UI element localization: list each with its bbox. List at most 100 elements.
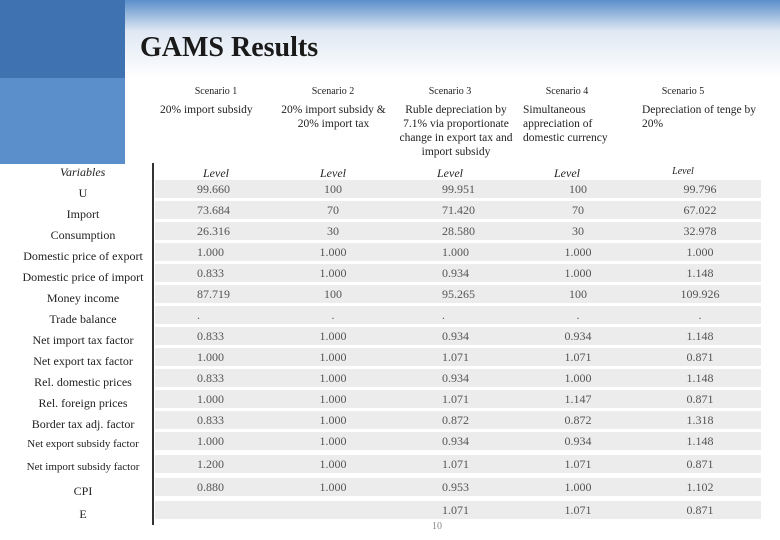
corner-block [0,0,125,78]
cell-value: 73.684 [197,203,230,217]
cell-value: 1.102 [686,480,714,494]
cell-value: 0.934 [442,434,469,448]
cell-value: 1.147 [564,392,592,406]
cell-value: 0.872 [442,413,469,427]
cell-value: 87.719 [197,287,230,301]
cell-value: 1.000 [197,350,224,364]
cell-value: . [442,308,445,322]
cell-value: 1.071 [442,457,469,471]
row-shade [155,501,761,519]
cell-value: 1.148 [686,371,714,385]
row-label: Border tax adj. factor [31,417,135,431]
row-label: Trade balance [49,312,117,326]
cell-value: 99.951 [442,182,475,196]
row-shade [155,285,761,303]
cell-value: 1.000 [319,245,347,259]
cell-value: 99.796 [683,182,717,196]
cell-value: 0.871 [686,350,714,364]
column-header: Scenario 1 [194,86,238,97]
row-label: Domestic price of export [23,249,143,263]
cell-value: 1.000 [197,434,224,448]
row-label: Consumption [50,228,116,242]
cell-value: 30 [327,224,339,238]
cell-value: 1.148 [686,329,714,343]
cell-value: 1.071 [442,392,469,406]
row-label: Import [66,207,100,221]
row-label: Rel. foreign prices [38,396,128,410]
row-shade [155,327,761,345]
row-label: U [78,186,88,200]
row-label: Net export tax factor [33,354,133,368]
page-number: 10 [432,521,442,532]
row-shade [155,180,761,198]
cell-value: 1.000 [319,434,347,448]
title: GAMS Results [140,32,319,63]
row-shade [155,455,761,473]
cell-value: 1.071 [564,350,592,364]
scenario-description: 20% import subsidy & 20% import tax [281,104,386,130]
cell-value: 1.000 [442,245,469,259]
row-shade [155,264,761,282]
cell-value: 1.000 [319,371,347,385]
cell-value: 1.000 [319,266,347,280]
cell-value: 1.000 [197,245,224,259]
column-header: Scenario 3 [428,86,472,97]
cell-value: 0.934 [442,371,469,385]
row-shade [155,243,761,261]
cell-value: 100 [569,287,587,301]
cell-value: . [698,308,702,322]
cell-value: 67.022 [683,203,717,217]
cell-value: 1.000 [319,350,347,364]
row-label: Net export subsidy factor [27,438,139,450]
cell-value: 1.000 [319,392,347,406]
scenario-description: Depreciation of tenge by 20% [642,104,756,130]
side-block [0,78,125,164]
cell-value: 1.200 [197,457,224,471]
cell-value: 0.871 [686,392,714,406]
cell-value: 1.000 [686,245,714,259]
cell-value: . [197,308,200,322]
column-header: Scenario 4 [545,86,589,97]
cell-value: 0.833 [197,371,224,385]
cell-value: 0.934 [564,434,592,448]
cell-value: 109.926 [680,287,720,301]
cell-value: 70 [572,203,584,217]
cell-value: 1.000 [564,480,592,494]
level-label: Level [437,166,463,180]
scenario-description: Ruble depreciation by 7.1% via proportio… [399,104,513,158]
row-shade [155,390,761,408]
cell-value: 1.000 [564,266,592,280]
row-label: CPI [73,484,93,498]
cell-value: . [576,308,580,322]
cell-value: 1.000 [319,457,347,471]
level-label: Level [672,166,694,177]
row-shade [155,348,761,366]
cell-value: 100 [569,182,587,196]
row-label: Domestic price of import [22,270,144,284]
cell-value: 0.871 [686,457,714,471]
cell-value: 1.000 [564,371,592,385]
divider [152,163,154,525]
cell-value: 0.833 [197,329,224,343]
cell-value: 0.934 [442,266,469,280]
row-shade [155,411,761,429]
cell-value: 1.000 [197,392,224,406]
cell-value: 0.880 [197,480,224,494]
column-header: Scenario 5 [661,86,705,97]
cell-value: 71.420 [442,203,475,217]
cell-value: 1.000 [564,245,592,259]
cell-value: 30 [572,224,584,238]
scenario-description: Simultaneous appreciation of domestic cu… [523,104,608,144]
cell-value: 100 [324,182,342,196]
cell-value: 1.000 [319,413,347,427]
cell-value: 1.148 [686,266,714,280]
title-band [125,0,780,78]
variables-header: Variables [60,165,106,179]
cell-value: 1.318 [686,413,714,427]
scenario-description: 20% import subsidy [160,104,253,116]
row-label: Rel. domestic prices [34,375,132,389]
cell-value: 0.934 [442,329,469,343]
level-label: Level [203,166,229,180]
cell-value: 0.953 [442,480,469,494]
